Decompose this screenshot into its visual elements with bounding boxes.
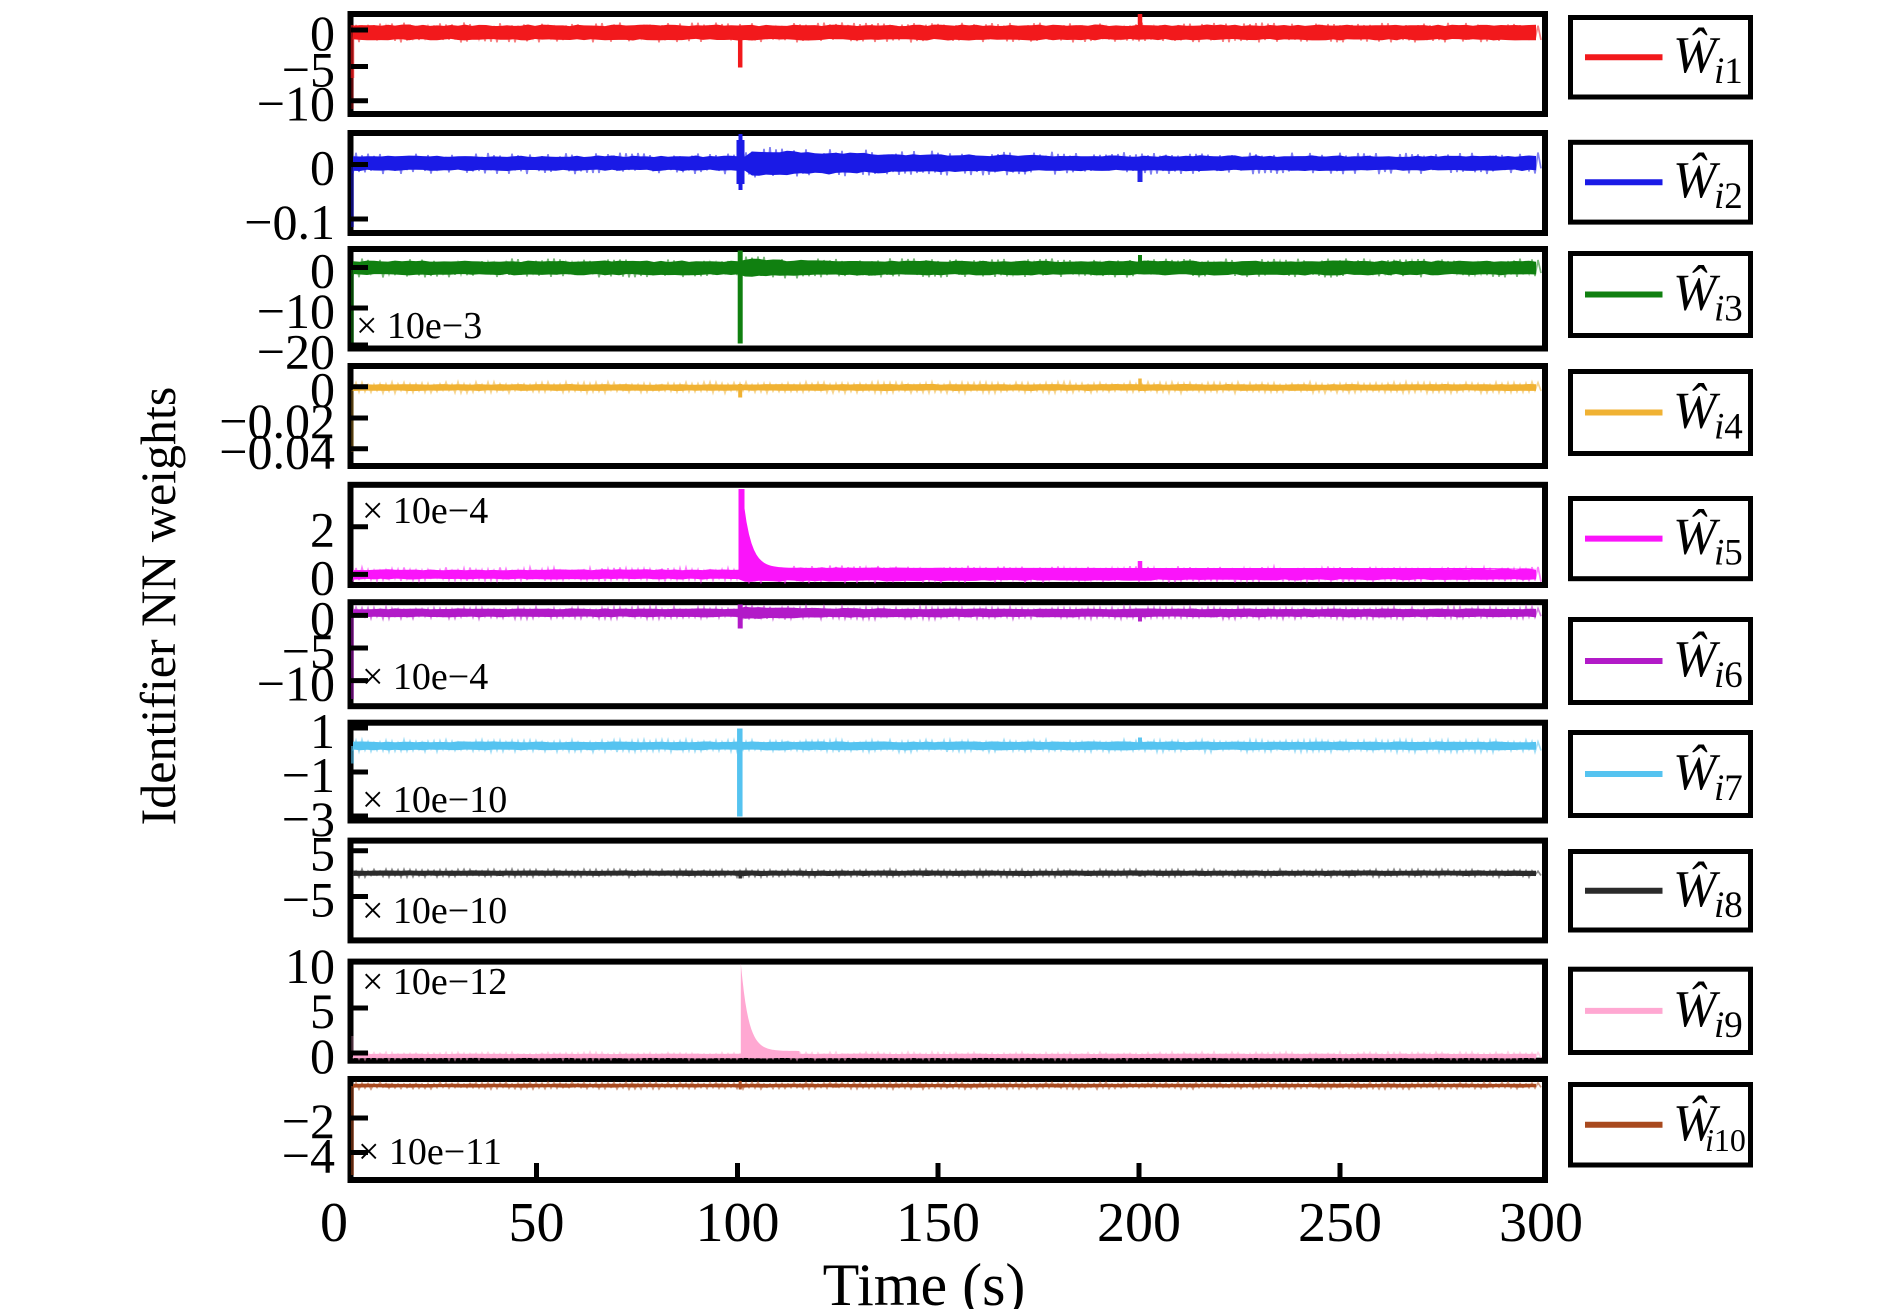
svg-text:5: 5 [310, 983, 335, 1039]
svg-text:Ŵ: Ŵ [1673, 26, 1721, 84]
svg-text:i9: i9 [1714, 1005, 1743, 1046]
svg-text:2: 2 [310, 502, 335, 558]
svg-text:0: 0 [320, 1192, 348, 1254]
svg-text:Time (s): Time (s) [823, 1252, 1026, 1309]
svg-text:0: 0 [310, 362, 335, 418]
svg-text:i1: i1 [1714, 51, 1743, 92]
svg-text:−0.02: −0.02 [219, 393, 335, 449]
svg-text:Ŵ: Ŵ [1673, 508, 1721, 566]
svg-text:−5: −5 [282, 872, 335, 928]
svg-text:× 10e−3: × 10e−3 [356, 305, 482, 347]
svg-text:250: 250 [1298, 1192, 1382, 1254]
svg-text:× 10e−10: × 10e−10 [362, 779, 507, 821]
svg-text:0: 0 [310, 1028, 335, 1084]
svg-text:−10: −10 [257, 76, 335, 132]
svg-text:1: 1 [310, 703, 335, 759]
svg-text:i6: i6 [1714, 655, 1743, 696]
svg-text:i3: i3 [1714, 289, 1743, 330]
svg-text:Ŵ: Ŵ [1673, 151, 1721, 209]
svg-text:50: 50 [509, 1192, 565, 1254]
svg-text:0: 0 [310, 243, 335, 299]
svg-text:i8: i8 [1714, 885, 1743, 926]
svg-text:Ŵ: Ŵ [1673, 264, 1721, 322]
svg-text:5: 5 [310, 826, 335, 882]
svg-text:0: 0 [310, 549, 335, 605]
svg-text:100: 100 [696, 1192, 780, 1254]
svg-text:i4: i4 [1714, 407, 1743, 448]
svg-text:0: 0 [310, 5, 335, 61]
svg-text:× 10e−4: × 10e−4 [362, 490, 488, 532]
svg-text:i2: i2 [1714, 176, 1743, 217]
svg-text:300: 300 [1499, 1192, 1583, 1254]
svg-text:× 10e−12: × 10e−12 [362, 961, 507, 1003]
svg-text:Ŵ: Ŵ [1673, 382, 1721, 440]
svg-text:Ŵ: Ŵ [1673, 630, 1721, 688]
svg-text:0: 0 [310, 140, 335, 196]
svg-text:0: 0 [310, 590, 335, 646]
svg-text:−0.1: −0.1 [244, 194, 335, 250]
svg-text:10: 10 [285, 938, 335, 994]
svg-text:Identifier NN weights: Identifier NN weights [130, 387, 186, 826]
svg-text:i5: i5 [1714, 533, 1743, 574]
svg-text:−5: −5 [282, 42, 335, 98]
svg-text:−20: −20 [257, 324, 335, 380]
svg-text:−10: −10 [257, 283, 335, 339]
svg-text:−5: −5 [282, 623, 335, 679]
svg-text:Ŵ: Ŵ [1673, 1094, 1721, 1152]
svg-text:−3: −3 [282, 791, 335, 847]
svg-text:−2: −2 [282, 1093, 335, 1149]
svg-text:−4: −4 [282, 1128, 335, 1184]
svg-text:Ŵ: Ŵ [1673, 860, 1721, 918]
svg-text:−0.04: −0.04 [219, 424, 335, 480]
svg-text:150: 150 [896, 1192, 980, 1254]
svg-text:× 10e−4: × 10e−4 [362, 656, 488, 698]
svg-text:Ŵ: Ŵ [1673, 743, 1721, 801]
svg-text:i7: i7 [1714, 768, 1743, 809]
svg-text:× 10e−10: × 10e−10 [362, 890, 507, 932]
svg-text:−1: −1 [282, 747, 335, 803]
svg-text:i10: i10 [1705, 1122, 1746, 1158]
svg-text:−10: −10 [257, 656, 335, 712]
svg-text:Ŵ: Ŵ [1673, 980, 1721, 1038]
svg-text:200: 200 [1097, 1192, 1181, 1254]
svg-text:× 10e−11: × 10e−11 [358, 1131, 502, 1173]
